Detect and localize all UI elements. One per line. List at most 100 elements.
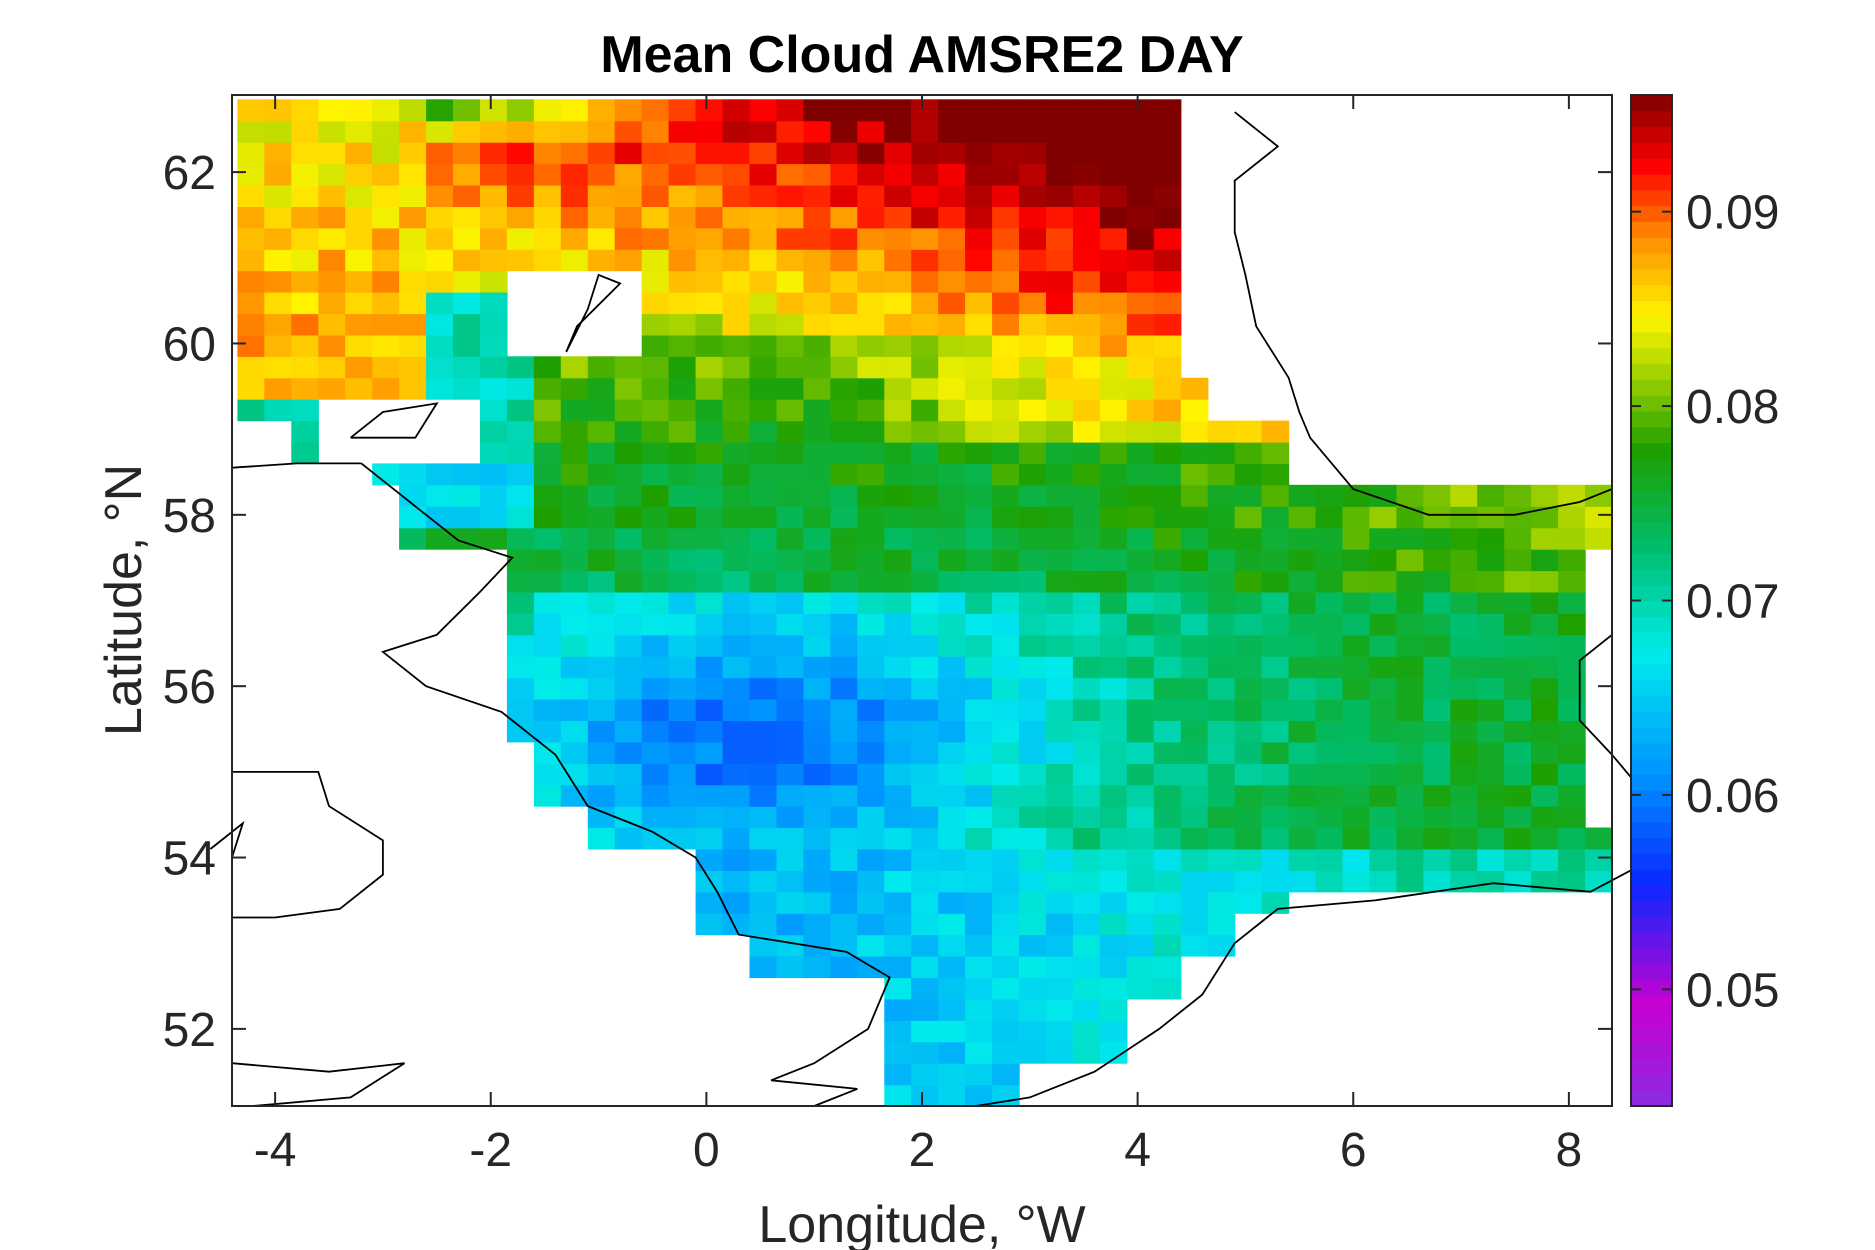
colorbar-segment — [1631, 442, 1672, 459]
heatmap-cell — [1099, 270, 1128, 293]
heatmap-cell — [506, 356, 535, 379]
heatmap-cell — [911, 784, 939, 807]
heatmap-cell — [1423, 741, 1451, 764]
heatmap-cell — [911, 934, 939, 957]
heatmap-cell — [857, 591, 885, 614]
heatmap-cell — [1099, 827, 1128, 850]
heatmap-cell — [1261, 549, 1290, 572]
heatmap-cell — [1153, 185, 1182, 207]
heatmap-cell — [965, 249, 993, 272]
heatmap-cell — [830, 891, 858, 914]
heatmap-cell — [1342, 591, 1371, 614]
heatmap-cell — [1477, 720, 1505, 743]
heatmap-cell — [1369, 741, 1397, 764]
heatmap-cell — [1423, 570, 1451, 593]
heatmap-cell — [992, 677, 1020, 700]
heatmap-cell — [1046, 591, 1074, 614]
heatmap-cell — [1342, 827, 1371, 850]
heatmap-cell — [776, 634, 805, 657]
heatmap-cell — [884, 1084, 912, 1107]
heatmap-cell — [965, 313, 993, 336]
heatmap-cell — [1180, 634, 1209, 657]
heatmap-cell — [911, 591, 939, 614]
heatmap-cell — [1180, 806, 1209, 829]
heatmap-cell — [614, 549, 643, 572]
heatmap-cell — [1396, 527, 1424, 550]
heatmap-cell — [1046, 849, 1074, 871]
heatmap-cell — [803, 720, 831, 743]
heatmap-cell — [1369, 656, 1397, 679]
heatmap-cell — [1315, 741, 1344, 764]
colorbar-segment — [1631, 632, 1672, 649]
heatmap-cell — [372, 356, 400, 379]
heatmap-cell — [1153, 292, 1182, 315]
heatmap-cell — [803, 656, 831, 679]
heatmap-cell — [1126, 656, 1155, 679]
heatmap-cell — [1396, 634, 1424, 657]
heatmap-cell — [1288, 613, 1317, 636]
heatmap-cell — [1504, 656, 1532, 679]
heatmap-cell — [345, 249, 373, 272]
heatmap-cell — [722, 420, 751, 443]
heatmap-cell — [533, 99, 562, 122]
heatmap-cell — [1153, 763, 1182, 786]
heatmap-cell — [857, 677, 885, 700]
heatmap-cell — [1234, 891, 1263, 914]
heatmap-cell — [749, 227, 778, 250]
heatmap-cell — [399, 142, 427, 165]
heatmap-cell — [560, 420, 589, 443]
heatmap-cell — [803, 506, 831, 529]
heatmap-cell — [1019, 591, 1047, 614]
heatmap-cell — [1450, 720, 1478, 743]
heatmap-cell — [965, 420, 993, 443]
heatmap-cell — [1423, 506, 1451, 529]
heatmap-cell — [695, 913, 724, 936]
heatmap-cell — [884, 849, 912, 871]
heatmap-cell — [560, 163, 589, 186]
heatmap-cell — [506, 227, 535, 250]
heatmap-cell — [372, 463, 400, 486]
heatmap-cell — [1126, 913, 1155, 936]
heatmap-cell — [722, 334, 751, 357]
heatmap-cell — [1450, 506, 1478, 529]
heatmap-cell — [1126, 699, 1155, 721]
x-tick-label: 2 — [909, 1124, 936, 1177]
heatmap-cell — [884, 420, 912, 443]
heatmap-cell — [749, 891, 778, 914]
heatmap-cell — [938, 998, 966, 1021]
colorbar-segment — [1631, 616, 1672, 633]
heatmap-cell — [1396, 763, 1424, 786]
heatmap-cell — [1126, 613, 1155, 636]
heatmap-cell — [776, 399, 805, 422]
heatmap-cell — [695, 784, 724, 807]
heatmap-cell — [237, 249, 265, 272]
heatmap-cell — [884, 313, 912, 336]
heatmap-cell — [1072, 956, 1101, 979]
heatmap-cell — [1369, 720, 1397, 743]
heatmap-cell — [1207, 913, 1236, 936]
heatmap-cell — [938, 206, 966, 229]
heatmap-cell — [965, 998, 993, 1021]
heatmap-cell — [992, 549, 1020, 572]
heatmap-cell — [560, 377, 589, 400]
heatmap-cell — [1477, 484, 1505, 507]
heatmap-cell — [1423, 613, 1451, 636]
heatmap-cell — [1019, 677, 1047, 700]
colorbar-tick-label: 0.09 — [1686, 187, 1779, 240]
heatmap-cell — [776, 463, 805, 486]
heatmap-cell — [1019, 827, 1047, 850]
heatmap-cell — [749, 849, 778, 871]
heatmap-cell — [884, 1020, 912, 1043]
heatmap-cell — [1396, 870, 1424, 893]
heatmap-cell — [695, 399, 724, 422]
heatmap-cell — [1477, 634, 1505, 657]
heatmap-cell — [668, 270, 697, 293]
heatmap-cell — [668, 227, 697, 250]
heatmap-cell — [1288, 549, 1317, 572]
heatmap-cell — [1504, 527, 1532, 550]
heatmap-cell — [480, 527, 508, 550]
colorbar-segment — [1631, 410, 1672, 428]
heatmap-cell — [965, 806, 993, 829]
heatmap-cell — [1153, 699, 1182, 721]
heatmap-cell — [641, 677, 670, 700]
